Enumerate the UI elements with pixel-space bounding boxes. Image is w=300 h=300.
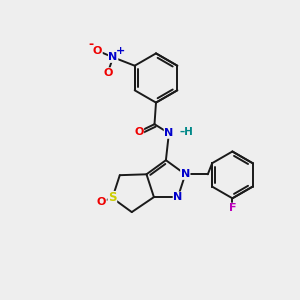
Text: N: N: [109, 52, 118, 62]
Text: O: O: [93, 46, 102, 56]
Text: O: O: [97, 196, 106, 206]
Text: N: N: [181, 169, 190, 179]
Text: S: S: [108, 191, 117, 205]
Text: -: -: [88, 38, 94, 51]
Text: –H: –H: [179, 127, 193, 137]
Text: O: O: [134, 127, 144, 137]
Text: +: +: [116, 46, 125, 56]
Text: N: N: [164, 128, 173, 138]
Text: O: O: [103, 68, 112, 78]
Text: F: F: [229, 203, 236, 213]
Text: N: N: [173, 192, 182, 202]
